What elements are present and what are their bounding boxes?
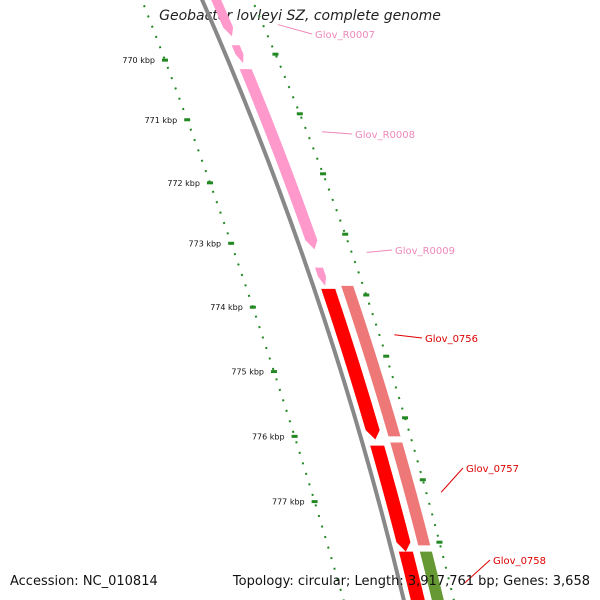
backbone bbox=[200, 0, 406, 600]
gene-label: Glov_R0007 bbox=[315, 30, 375, 41]
gene-label: Glov_R0009 bbox=[395, 246, 455, 257]
feature-glov-0758-forward bbox=[398, 551, 425, 600]
feature-glov-r0009 bbox=[314, 267, 327, 286]
backbone-line bbox=[200, 0, 406, 600]
kbp-tick bbox=[270, 370, 277, 374]
gene-label: Glov_0757 bbox=[466, 464, 519, 475]
kbp-label: 771 kbp bbox=[145, 116, 178, 125]
gene-label: Glov_0758 bbox=[493, 556, 546, 567]
kbp-tick bbox=[291, 434, 298, 438]
outer-major-tick bbox=[296, 112, 303, 116]
kbp-tick bbox=[206, 181, 213, 185]
outer-major-tick bbox=[363, 293, 370, 297]
gene-leader-line bbox=[464, 559, 491, 584]
kbp-tick bbox=[184, 118, 191, 122]
outer-major-tick bbox=[402, 416, 409, 420]
kbp-label: 770 kbp bbox=[122, 56, 155, 65]
genome-summary: Topology: circular; Length: 3,917,761 bp… bbox=[232, 574, 590, 589]
feature-glov-r0007 bbox=[211, 0, 234, 37]
feature-glov-0756-track2 bbox=[341, 285, 401, 437]
feature-glov-0757-track2 bbox=[390, 442, 431, 546]
inner-tick-track bbox=[140, 0, 345, 600]
kbp-label: 775 kbp bbox=[231, 368, 264, 377]
feature-glov-0757-forward bbox=[370, 445, 411, 552]
scale-labels: 770 kbp 771 kbp 772 kbp 773 kbp 774 kbp 775 k… bbox=[122, 56, 318, 507]
gene-leader-line bbox=[394, 334, 423, 339]
outer-major-tick bbox=[342, 232, 349, 236]
feature-glov-r0008 bbox=[239, 69, 318, 250]
kbp-label: 772 kbp bbox=[167, 179, 200, 188]
gene-leader-line bbox=[366, 249, 393, 253]
dotted-tracks bbox=[140, 0, 455, 600]
kbp-tick bbox=[311, 500, 318, 504]
features bbox=[211, 0, 444, 600]
outer-major-tick bbox=[272, 52, 279, 56]
feature-glov-0756-forward bbox=[321, 288, 380, 440]
kbp-tick bbox=[228, 241, 235, 245]
gene-label: Glov_0756 bbox=[425, 334, 478, 345]
gene-labels: Glov_R0007 Glov_R0008 Glov_R0009 Glov_0756 G… bbox=[277, 24, 546, 584]
outer-major-tick bbox=[436, 540, 443, 544]
gene-label: Glov_R0008 bbox=[355, 130, 415, 141]
accession-label: Accession: NC_010814 bbox=[10, 574, 158, 589]
kbp-tick bbox=[161, 58, 168, 62]
feature-small-rna bbox=[231, 45, 244, 64]
outer-major-tick bbox=[320, 172, 327, 176]
kbp-label: 777 kbp bbox=[272, 498, 305, 507]
outer-major-tick bbox=[383, 354, 390, 358]
gene-leader-line bbox=[321, 131, 353, 135]
kbp-label: 774 kbp bbox=[210, 303, 243, 312]
feature-glov-0758-track2 bbox=[419, 551, 444, 600]
kbp-label: 773 kbp bbox=[189, 239, 222, 248]
kbp-label: 776 kbp bbox=[252, 432, 285, 441]
outer-major-tick bbox=[419, 478, 426, 482]
gene-leader-line bbox=[440, 467, 464, 493]
gene-leader-line bbox=[277, 24, 313, 35]
kbp-tick bbox=[249, 305, 256, 309]
